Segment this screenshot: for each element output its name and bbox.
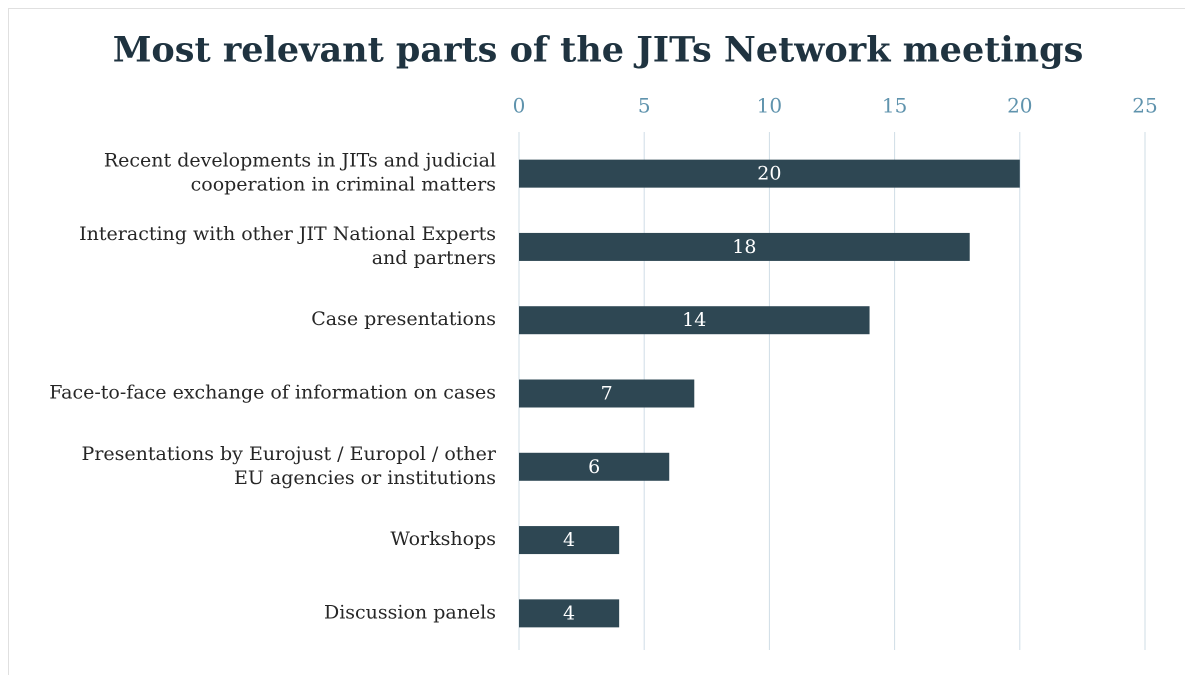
data-label: 18 — [732, 236, 756, 258]
bar — [519, 306, 870, 335]
bar — [519, 159, 1020, 188]
data-label: 4 — [563, 529, 575, 551]
y-tick-label: Presentations by Eurojust / Europol / ot… — [82, 443, 497, 465]
bar — [519, 526, 620, 555]
data-label: 4 — [563, 602, 575, 624]
y-tick-label: EU agencies or institutions — [234, 467, 496, 489]
bar — [519, 379, 695, 408]
x-tick-label: 0 — [513, 94, 526, 118]
bar — [519, 452, 670, 481]
data-label: 7 — [601, 383, 613, 405]
y-tick-label: Recent developments in JITs and judicial — [104, 150, 496, 172]
y-tick-label: Case presentations — [311, 308, 496, 330]
x-tick-label: 10 — [757, 94, 782, 118]
y-tick-label: cooperation in criminal matters — [191, 174, 496, 196]
y-tick-label: and partners — [372, 247, 496, 269]
x-tick-label: 25 — [1132, 94, 1157, 118]
bar — [519, 232, 970, 261]
chart-title: Most relevant parts of the JITs Network … — [113, 30, 1084, 71]
y-tick-label: Workshops — [390, 528, 496, 550]
y-tick-label: Discussion panels — [324, 601, 496, 623]
y-tick-label: Interacting with other JIT National Expe… — [79, 223, 496, 245]
chart-border — [8, 8, 1185, 675]
x-tick-label: 15 — [882, 94, 907, 118]
data-label: 6 — [588, 456, 600, 478]
x-tick-label: 20 — [1007, 94, 1032, 118]
x-tick-label: 5 — [638, 94, 651, 118]
y-tick-label: Face-to-face exchange of information on … — [49, 382, 496, 404]
data-label: 20 — [757, 163, 781, 185]
data-label: 14 — [682, 309, 706, 331]
bar — [519, 599, 620, 628]
